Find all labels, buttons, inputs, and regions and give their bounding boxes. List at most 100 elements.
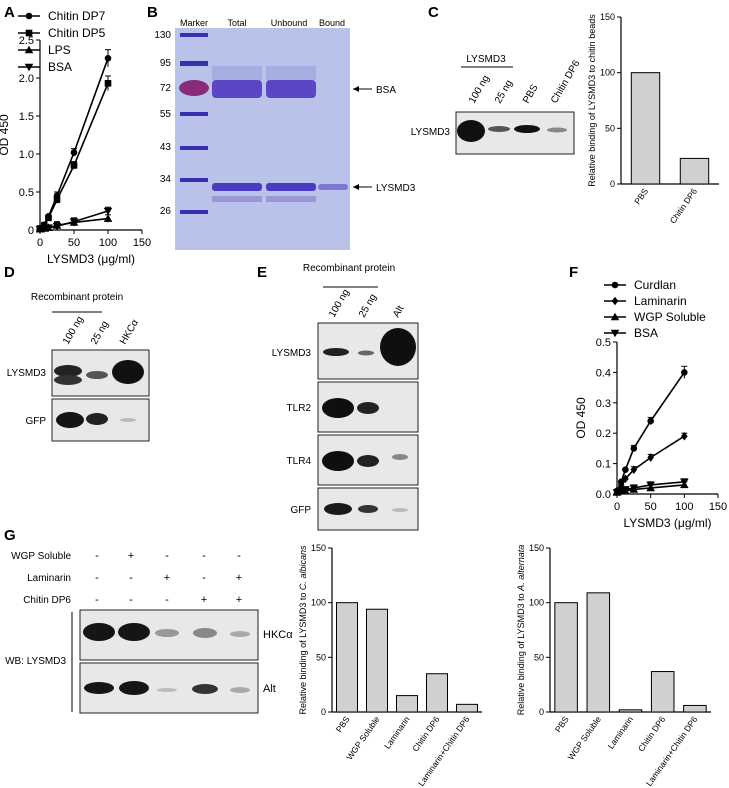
blot-band xyxy=(230,687,250,693)
condition-sign: - xyxy=(165,550,169,562)
y-tick-label: 0.3 xyxy=(596,398,611,410)
blot-band xyxy=(514,125,540,133)
data-point xyxy=(681,431,688,441)
y-tick-label: 100 xyxy=(311,598,326,608)
y-axis-label: Relative binding of LYSMD3 to A. alterna… xyxy=(516,545,526,715)
chart-f: 0.0 0.1 0.2 0.3 0.4 0.5 0 50 100 150 LYSMD3 (μg/ml… xyxy=(574,278,727,530)
condition-sign: - xyxy=(129,572,133,584)
blot-band xyxy=(322,398,354,418)
blot-band xyxy=(457,120,485,142)
blot-band xyxy=(86,371,108,379)
lysmd3-band-unbound xyxy=(266,183,316,191)
lysmd3-band-bound xyxy=(318,184,348,190)
chart-a: 0 0.5 1.0 1.5 2.0 2.5 0 50 100 150 LYSMD3 (μg/ml) O… xyxy=(0,9,151,266)
blot-band xyxy=(112,360,144,384)
blot-band xyxy=(157,688,177,692)
data-point xyxy=(610,329,620,338)
blot-band xyxy=(547,127,567,133)
lane-label: PBS xyxy=(521,82,541,105)
blot-row-label: HKCα xyxy=(263,629,293,641)
y-tick-label: 0 xyxy=(28,225,34,237)
data-point xyxy=(44,224,53,233)
data-point xyxy=(69,218,79,226)
condition-sign: + xyxy=(128,550,134,562)
lane-label: HKCα xyxy=(118,318,141,347)
data-point xyxy=(630,445,638,452)
blot-band xyxy=(56,412,84,428)
data-point xyxy=(621,486,630,494)
x-tick-label: Laminarin+Chitin DP6 xyxy=(416,714,472,788)
legend-label: Curdlan xyxy=(634,278,676,292)
bar xyxy=(456,703,478,713)
lane-label-bound: Bound xyxy=(319,18,345,28)
legend-label: Laminarin xyxy=(634,294,687,308)
blot-row-label: TLR4 xyxy=(287,456,312,467)
wb-label: WB: LYSMD3 xyxy=(5,656,66,667)
blot-g: WGP Soluble Laminarin Chitin DP6 - + - - -- -… xyxy=(5,550,293,714)
y-tick-label: 0 xyxy=(321,707,326,717)
data-point xyxy=(629,484,639,493)
lysmd3-band-total xyxy=(212,183,262,191)
minor-band xyxy=(212,196,262,202)
x-tick-label: 50 xyxy=(68,237,80,249)
ladder-band xyxy=(180,210,208,214)
ladder-band xyxy=(180,112,208,116)
mw-label: 95 xyxy=(160,58,172,69)
blot-band xyxy=(86,413,108,425)
x-tick-label: WGP Soluble xyxy=(566,714,604,762)
x-tick-label: Chitin DP6 xyxy=(636,714,668,753)
condition-sign: - xyxy=(95,550,99,562)
y-tick-label: 0.0 xyxy=(596,489,611,501)
y-tick-label: 50 xyxy=(605,123,615,133)
panel-letter-g: G xyxy=(4,527,16,544)
blot-band xyxy=(155,629,179,637)
blot-band xyxy=(323,348,349,356)
blot-band xyxy=(192,684,218,694)
y-tick-label: 150 xyxy=(600,12,615,22)
gel-b: Marker Total Unbound Bound 130 95 72 55 … xyxy=(154,18,416,250)
blot-e: Recombinant protein 100 ng 25 ng Alt LYS… xyxy=(272,263,419,531)
x-tick-label: 50 xyxy=(645,501,657,513)
smear xyxy=(266,66,316,80)
lane-label: 25 ng xyxy=(357,292,379,319)
data-point xyxy=(25,29,33,37)
lane-label: Alt xyxy=(391,304,406,320)
y-tick-label: 2.5 xyxy=(19,35,34,47)
bar xyxy=(554,602,578,713)
legend-label: BSA xyxy=(634,326,658,340)
blot-group-label: Recombinant protein xyxy=(31,292,123,303)
condition-label: Laminarin xyxy=(27,573,71,584)
bsa-band-unbound xyxy=(266,80,316,98)
data-point xyxy=(611,296,619,306)
x-tick-label: Chitin DP6 xyxy=(668,186,700,225)
x-tick-label: 0 xyxy=(37,237,43,249)
blot-band xyxy=(118,623,150,641)
bar xyxy=(586,592,611,713)
y-axis-label: OD 450 xyxy=(0,114,11,156)
bar xyxy=(679,157,710,185)
data-point xyxy=(611,281,619,289)
y-tick-label: 0.4 xyxy=(596,367,611,379)
blot-d: Recombinant protein 100 ng 25 ng HKCα LY… xyxy=(7,292,150,442)
data-point xyxy=(70,149,78,156)
bar xyxy=(650,671,675,713)
condition-sign: - xyxy=(202,572,206,584)
x-tick-label: PBS xyxy=(632,186,650,206)
condition-sign: + xyxy=(236,572,242,584)
lane-label-total: Total xyxy=(227,18,246,28)
blot-band xyxy=(322,451,354,471)
blot-band xyxy=(83,623,115,641)
bar xyxy=(618,709,643,713)
data-point xyxy=(25,12,33,20)
y-tick-label: 50 xyxy=(316,652,326,662)
data-point xyxy=(622,474,629,484)
condition-sign: + xyxy=(201,594,207,606)
x-tick-label: PBS xyxy=(553,714,571,734)
blot-band xyxy=(193,628,217,638)
data-point xyxy=(104,80,112,87)
lane-label-unbound: Unbound xyxy=(271,18,308,28)
data-point xyxy=(680,478,689,487)
y-tick-label: 0.2 xyxy=(596,428,611,440)
blot-band xyxy=(230,631,250,637)
